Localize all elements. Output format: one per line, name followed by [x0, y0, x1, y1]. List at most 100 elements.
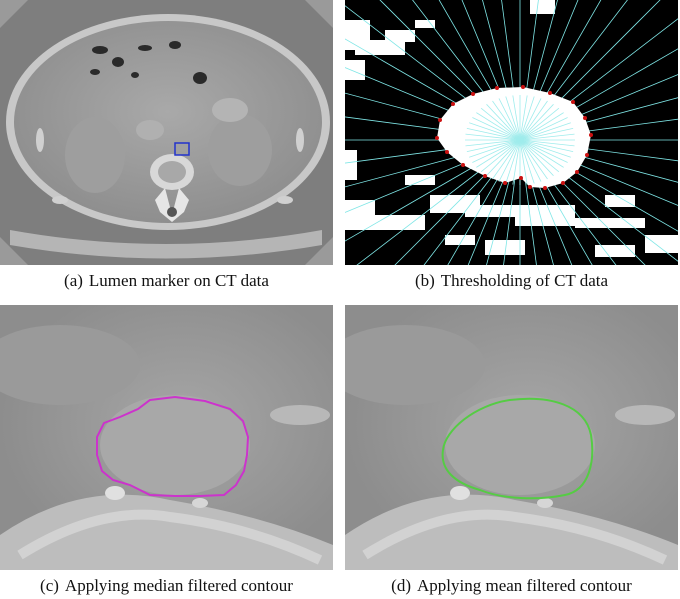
ray-line: [519, 0, 558, 141]
inner-ray-line: [519, 139, 560, 173]
ray-line: [519, 0, 661, 141]
ray-line: [519, 139, 573, 265]
ray-line: [423, 139, 521, 265]
ray-line: [519, 0, 539, 141]
inner-ray-line: [519, 104, 554, 141]
caption-b: (b) Thresholding of CT data: [414, 271, 609, 290]
ray-line: [519, 18, 678, 141]
ray-line: [486, 139, 521, 265]
ray-line: [519, 139, 537, 265]
ray-line: [345, 5, 521, 141]
boundary-point: [471, 92, 475, 96]
mean-contour: [441, 397, 594, 500]
boundary-point: [445, 150, 449, 154]
ray-line: [438, 0, 521, 141]
panel-b-threshold-image: [345, 0, 678, 265]
ray-line: [519, 139, 593, 265]
panel-c-median-contour: [0, 305, 333, 570]
boundary-point: [528, 185, 532, 189]
inner-ray-line: [465, 133, 521, 141]
boundary-point: [589, 133, 593, 137]
ray-line: [394, 139, 521, 265]
inner-ray-line: [519, 127, 574, 141]
inner-ray-line: [519, 112, 564, 141]
ray-line: [345, 139, 521, 242]
ray-line: [519, 0, 602, 141]
caption-a: (a) Lumen marker on CT data: [64, 271, 269, 290]
ray-line: [519, 139, 678, 162]
ray-line: [467, 139, 521, 265]
inner-ray-line: [486, 139, 521, 176]
inner-ray-line: [505, 96, 521, 141]
inner-ray-line: [519, 139, 528, 185]
boundary-point: [548, 91, 552, 95]
ray-line: [519, 97, 678, 141]
inner-ray-line: [476, 139, 521, 168]
ray-line: [519, 0, 628, 141]
inner-ray-line: [519, 98, 542, 141]
boundary-point: [495, 86, 499, 90]
inner-ray-line: [519, 139, 568, 163]
boundary-point: [519, 176, 523, 180]
inner-ray-line: [519, 139, 574, 153]
ray-line: [519, 48, 678, 141]
inner-ray-line: [519, 122, 571, 141]
boundary-point: [451, 102, 455, 106]
inner-ray-line: [519, 139, 548, 180]
ray-line: [461, 0, 521, 141]
boundary-point: [461, 163, 465, 167]
boundary-point: [483, 174, 487, 178]
inner-ray-line: [519, 133, 575, 141]
inner-ray-line: [505, 139, 521, 184]
inner-ray-line: [465, 139, 521, 147]
ray-line: [519, 0, 579, 141]
inner-ray-line: [519, 139, 575, 147]
inner-ray-line: [512, 139, 521, 185]
caption-d: (d) Applying mean filtered contour: [391, 576, 632, 595]
boundary-points: [435, 85, 593, 190]
boundary-point: [521, 85, 525, 89]
panel-a-ct-image: [0, 0, 333, 265]
boundary-point: [561, 181, 565, 185]
ray-line: [503, 139, 521, 265]
inner-ray-line: [492, 100, 521, 141]
ray-line: [356, 139, 521, 265]
ray-line: [519, 139, 554, 265]
boundary-point: [585, 153, 589, 157]
boundary-point: [583, 116, 587, 120]
ray-line: [519, 139, 678, 183]
inner-ray-line: [498, 139, 521, 182]
inner-ray-line: [519, 139, 554, 176]
inner-ray-line: [519, 95, 528, 141]
inner-ray-line: [466, 139, 521, 153]
ray-line: [501, 0, 521, 141]
ray-line: [379, 0, 521, 141]
panel-d-mean-contour: [345, 305, 678, 570]
lumen-marker-box: [174, 142, 190, 156]
inner-ray-line: [480, 107, 521, 141]
ray-line: [412, 0, 521, 141]
caption-c: (c) Applying median filtered contour: [40, 576, 293, 595]
inner-ray-line: [486, 104, 521, 141]
ray-line: [447, 139, 521, 265]
inner-ray-line: [519, 139, 535, 184]
ray-line: [345, 139, 521, 213]
inner-ray-line: [472, 117, 521, 141]
inner-ray-line: [519, 107, 560, 141]
inner-ray-line: [498, 98, 521, 141]
inner-ray-line: [519, 100, 548, 141]
inner-ray-line: [476, 112, 521, 141]
ray-line: [519, 139, 678, 232]
inner-ray-line: [519, 96, 535, 141]
inner-ray-line: [466, 127, 521, 141]
ray-line: [519, 139, 678, 206]
boundary-point: [571, 100, 575, 104]
inner-ray-line: [519, 139, 542, 182]
ray-line: [519, 139, 678, 262]
inner-ray-line: [519, 139, 564, 168]
inner-ray-line: [469, 139, 521, 158]
inner-ray-line: [512, 95, 521, 141]
inner-ray-line: [519, 117, 568, 141]
boundary-point: [503, 181, 507, 185]
median-contour: [96, 395, 250, 497]
